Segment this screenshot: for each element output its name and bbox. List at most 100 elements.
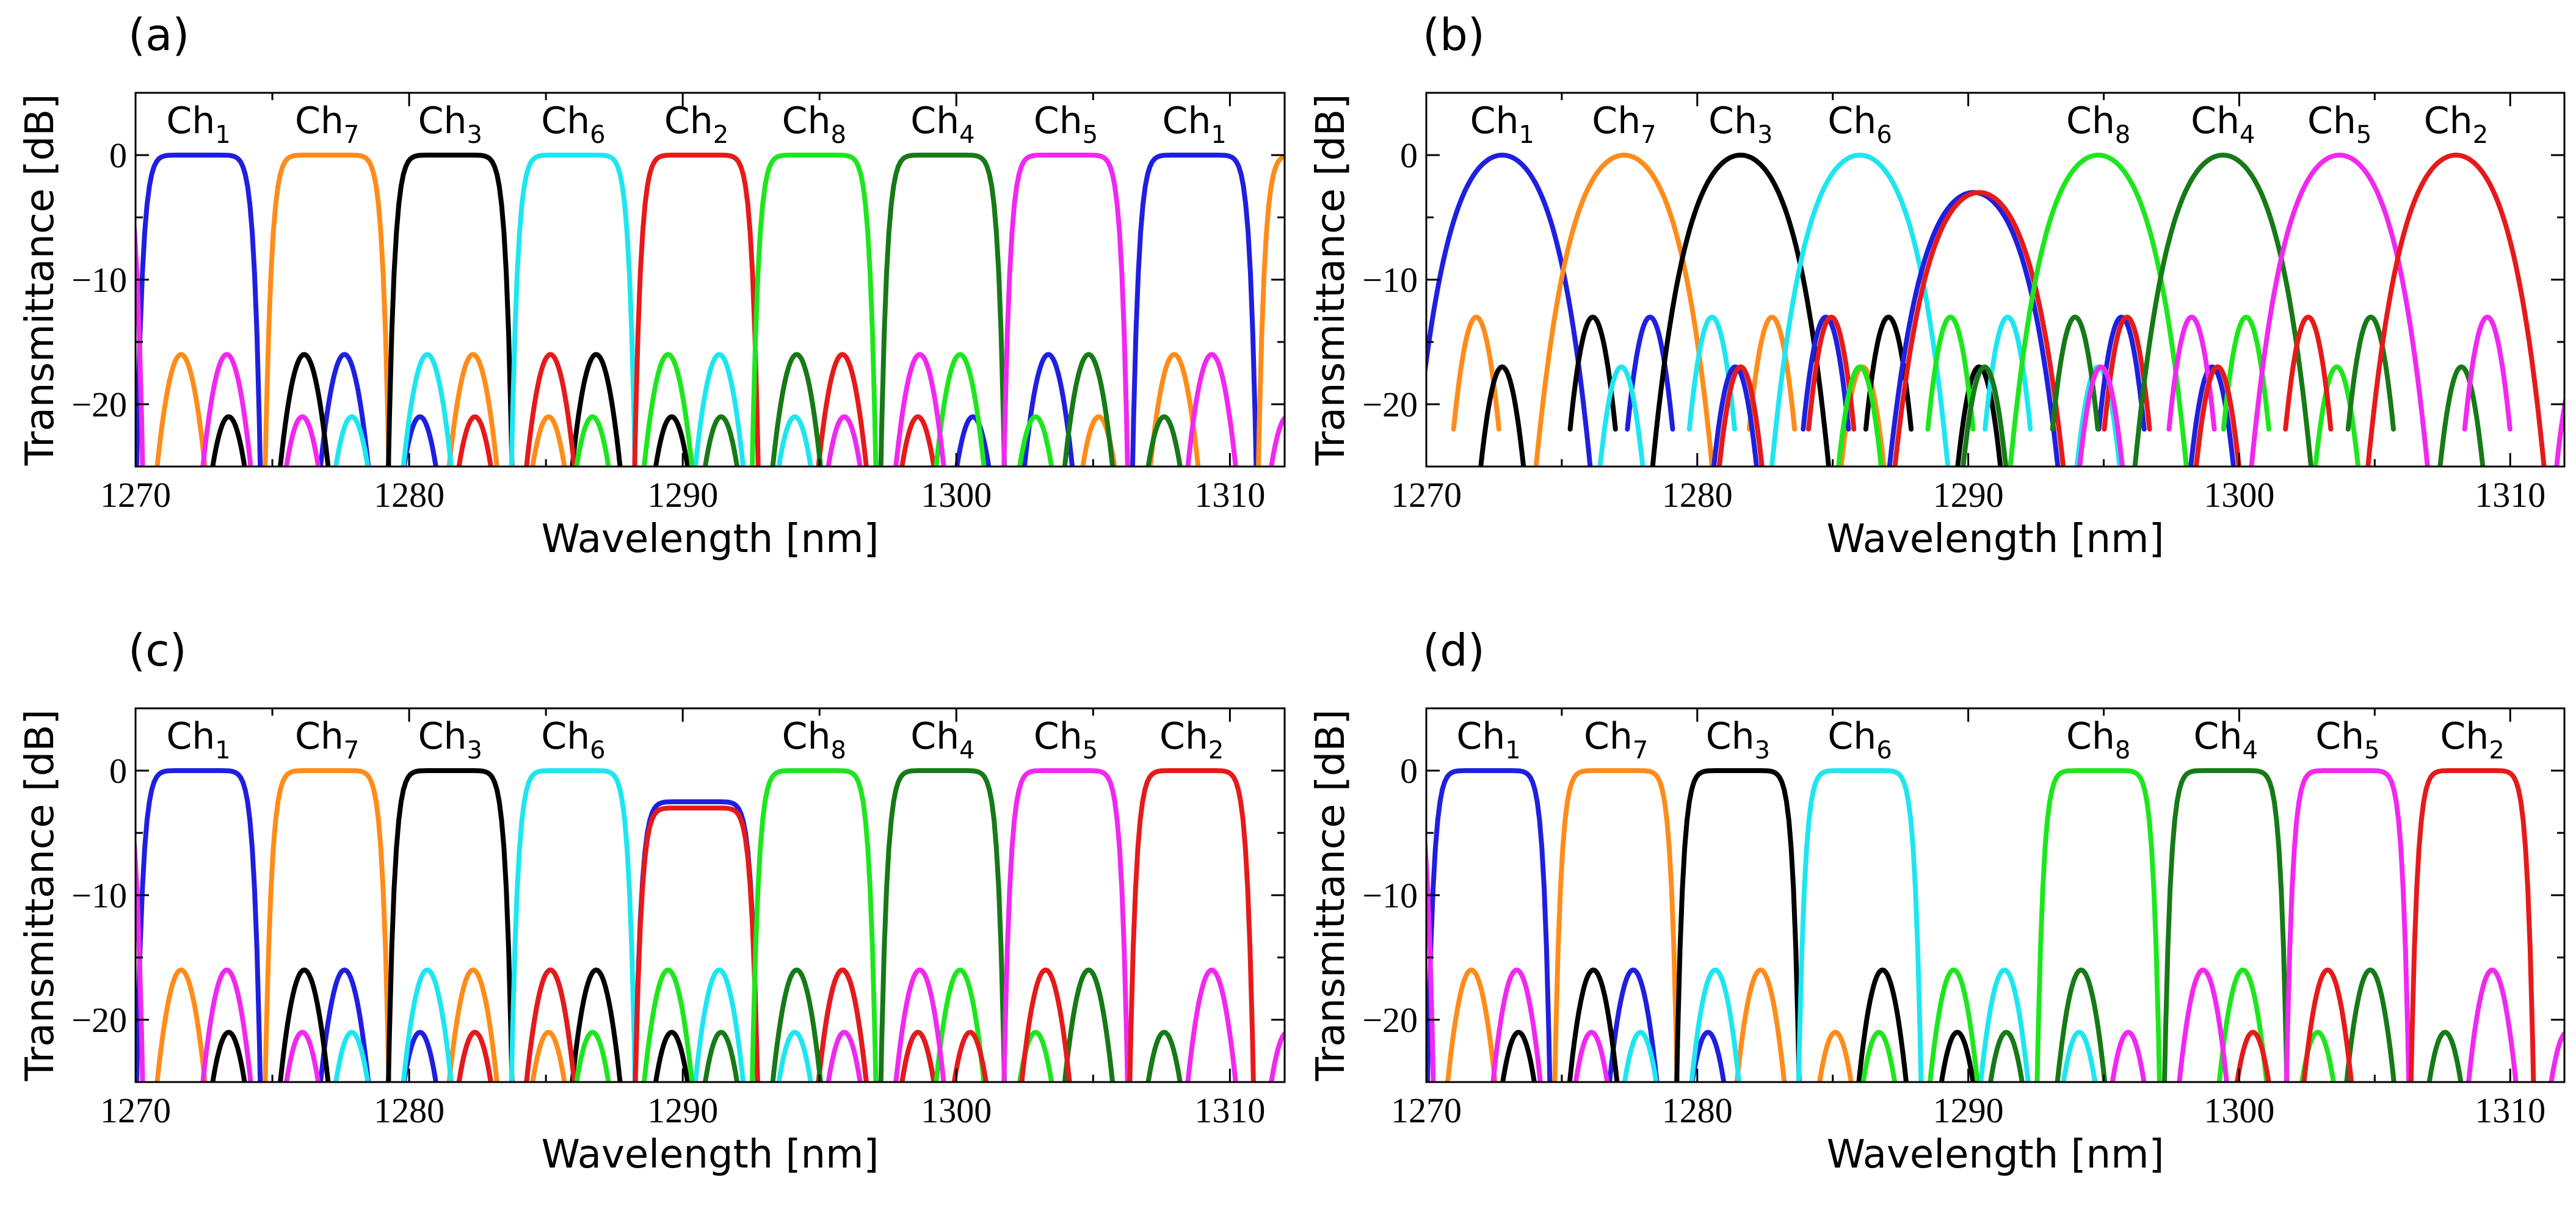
series-line-ch2-shifted-red [1892,190,2066,467]
x-axis-title: Wavelength [nm] [542,517,879,562]
x-axis-title: Wavelength [nm] [542,1132,879,1177]
sidelobe [893,352,946,467]
sidelobe [530,414,567,467]
x-tick-label: 1290 [1933,475,2004,515]
sidelobe [1062,352,1116,467]
series-line-ch6 [1769,153,1951,467]
sidelobe [333,1030,371,1082]
channel-label: Ch2 [1159,715,1224,765]
sidelobe [2193,364,2241,467]
series-line-ch2 [1127,768,1256,1082]
sidelobe [318,352,371,467]
series-line-ch8 [750,153,879,467]
series-line-shifted-red [633,805,760,1082]
sidelobe [1567,967,1620,1082]
x-tick-label: 1270 [1391,475,1462,515]
sidelobe [1716,364,1765,467]
series-line-ch4 [2132,153,2314,467]
sidelobe [210,414,247,467]
sidelobe [456,1030,493,1082]
sidelobe [278,352,331,467]
sidelobe [1689,1030,1727,1082]
series-group [1426,768,2564,1082]
channel-label: Ch3 [1706,715,1770,765]
y-tick-label: 0 [1400,751,1418,791]
sidelobe [2299,1030,2336,1082]
sidelobe [200,967,253,1082]
x-tick-label: 1280 [1662,1091,1733,1130]
series-line-ch1 [1130,153,1259,467]
x-tick-label: 1300 [2204,1091,2274,1130]
sidelobe [200,352,253,467]
series-line-ch2 [2365,153,2547,467]
sidelobe [283,414,321,467]
sidelobe [2549,1030,2564,1082]
channel-label: Ch3 [1708,100,1772,149]
sidelobe [2177,967,2229,1082]
y-axis-title: Transmittance [dB] [1308,94,1354,467]
sidelobe [524,967,577,1082]
y-axis-title: Transmittance [dB] [1308,710,1354,1082]
sidelobe [1145,1030,1183,1082]
channel-label: Ch7 [295,715,359,765]
panel-a: (a) 1270 1280 1290 1300 1310 0 −10 −20 Wavelength… [0,9,1286,562]
sidelobe [1622,1030,1659,1082]
channel-label: Ch1 [1456,715,1520,765]
sidelobe [1860,1030,1898,1082]
sidelobe [570,967,623,1082]
sidelobe [2437,364,2486,467]
sidelobe [0,416,1,529]
sidelobe [1961,364,2009,467]
sidelobe [1185,967,1238,1082]
sidelobe [1017,414,1054,467]
sidelobe [951,1030,989,1082]
sidelobe [333,414,371,467]
series-line-ch4 [878,153,1007,467]
channel-label: Ch2 [664,100,728,149]
channel-label: Ch8 [2066,715,2130,765]
series-line-ch8 [750,768,879,1082]
panel-letter: (d) [1423,625,1485,676]
panel-b: (b) 1270 1280 1290 1300 1310 0 −10 −20 Wavelength… [1308,9,2566,562]
sidelobe [401,352,454,467]
y-tick-label: −20 [1362,385,1418,424]
series-line-ch1 [136,768,263,1082]
sidelobe [1806,314,1857,432]
sidelobe [893,967,946,1082]
plot-frame [134,92,1286,468]
sidelobe [1148,352,1201,467]
sidelobe [1490,967,1543,1082]
panel-letter: (a) [128,9,189,60]
sidelobe [934,352,987,467]
sidelobe [446,967,499,1082]
sidelobe [401,967,454,1082]
y-axis-title: Transmittance [dB] [18,710,63,1082]
sidelobe [1607,967,1660,1082]
series-line-ch7 [263,768,391,1082]
y-tick-label: −10 [71,260,127,300]
sidelobe [2344,967,2396,1082]
series-line-ch1 [1426,153,1593,467]
channel-label: Ch4 [910,715,974,765]
channel-label: Ch6 [541,100,605,149]
channel-label: Ch5 [1034,715,1098,765]
sidelobe [530,1030,567,1082]
x-tick-label: 1310 [2475,1091,2545,1130]
channel-label: Ch1 [166,715,230,765]
sidelobe [2216,967,2269,1082]
channel-label: Ch6 [1827,100,1892,149]
sidelobe [1978,967,2031,1082]
y-tick-label: −10 [1362,876,1418,915]
series-line-ch3 [1674,768,1802,1082]
y-tick-label: −10 [1362,260,1418,300]
sidelobe [210,1030,247,1082]
plot-frame [134,707,1286,1083]
series-line-ch5 [2249,153,2430,467]
sidelobe [2554,393,2564,467]
sidelobe [899,1030,937,1082]
series-group [1426,153,2564,467]
series-line-ch4 [2162,768,2290,1082]
sidelobe [1856,967,1909,1082]
sidelobe [653,1030,691,1082]
channel-label: Ch2 [2424,100,2488,149]
